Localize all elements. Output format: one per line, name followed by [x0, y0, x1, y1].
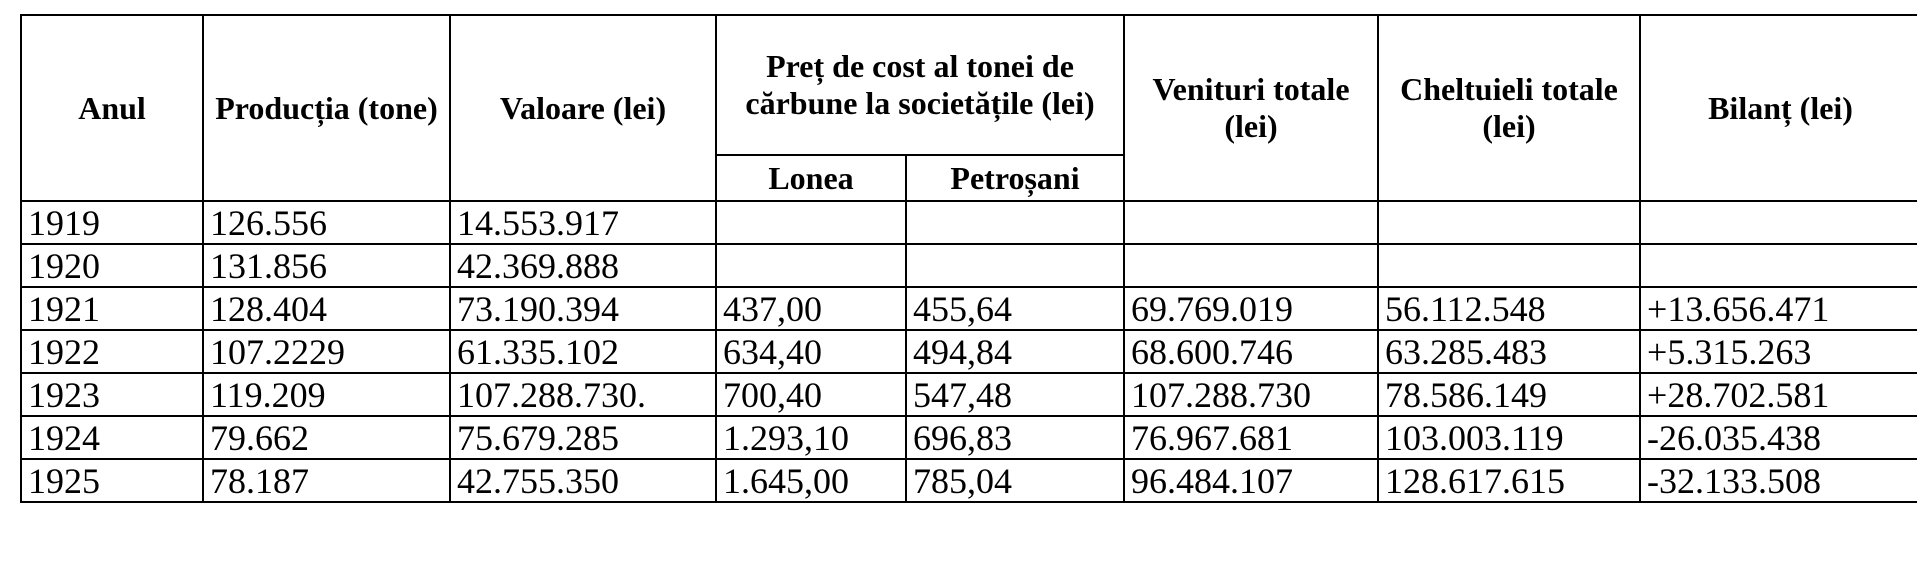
- cell-value: 14.553.917: [449, 200, 717, 245]
- cell-revenue: 96.484.107: [1123, 458, 1380, 503]
- cell-cost-lonea: 437,00: [715, 286, 907, 331]
- header-petrosani: Petroșani: [904, 154, 1126, 202]
- header-production: Producția (tone): [202, 14, 451, 202]
- cell-value: 73.190.394: [449, 286, 717, 331]
- cell-value: 42.755.350: [449, 458, 717, 503]
- cell-year: 1919: [20, 200, 204, 245]
- cell-balance: [1639, 200, 1917, 245]
- cell-value: 107.288.730.: [449, 372, 717, 417]
- cell-value: 42.369.888: [449, 243, 717, 288]
- cell-production: 126.556: [202, 200, 451, 245]
- cell-value: 61.335.102: [449, 329, 717, 374]
- cell-year: 1920: [20, 243, 204, 288]
- table-row: 1923 119.209 107.288.730. 700,40 547,48 …: [20, 372, 1917, 417]
- header-year: Anul: [20, 14, 204, 202]
- header-balance: Bilanț (lei): [1639, 14, 1917, 202]
- cell-production: 119.209: [202, 372, 451, 417]
- cell-revenue: 76.967.681: [1123, 415, 1380, 460]
- cell-balance: +13.656.471: [1639, 286, 1917, 331]
- header-value: Valoare (lei): [449, 14, 717, 202]
- cell-cost-petrosani: 455,64: [904, 286, 1126, 331]
- table-row: 1921 128.404 73.190.394 437,00 455,64 69…: [20, 286, 1917, 331]
- cell-cost-petrosani: 696,83: [904, 415, 1126, 460]
- cell-cost-lonea: 634,40: [715, 329, 907, 374]
- header-revenue: Venituri totale (lei): [1123, 14, 1380, 202]
- cell-expenses: 63.285.483: [1377, 329, 1642, 374]
- cell-year: 1925: [20, 458, 204, 503]
- cell-year: 1922: [20, 329, 204, 374]
- header-expenses: Cheltuieli totale (lei): [1377, 14, 1642, 202]
- cell-expenses: [1377, 200, 1642, 245]
- cell-expenses: 103.003.119: [1377, 415, 1642, 460]
- cell-year: 1924: [20, 415, 204, 460]
- table-row: 1922 107.2229 61.335.102 634,40 494,84 6…: [20, 329, 1917, 374]
- cell-revenue: 68.600.746: [1123, 329, 1380, 374]
- cell-cost-petrosani: 494,84: [904, 329, 1126, 374]
- cell-year: 1923: [20, 372, 204, 417]
- cell-revenue: 69.769.019: [1123, 286, 1380, 331]
- cell-balance: +28.702.581: [1639, 372, 1917, 417]
- cell-cost-lonea: 1.645,00: [715, 458, 907, 503]
- cell-expenses: [1377, 243, 1642, 288]
- cell-balance: -26.035.438: [1639, 415, 1917, 460]
- cell-cost-lonea: [715, 200, 907, 245]
- cell-cost-lonea: 1.293,10: [715, 415, 907, 460]
- cell-value: 75.679.285: [449, 415, 717, 460]
- cell-expenses: 78.586.149: [1377, 372, 1642, 417]
- cell-cost-petrosani: [904, 243, 1126, 288]
- table-row: 1924 79.662 75.679.285 1.293,10 696,83 7…: [20, 415, 1917, 460]
- cell-production: 79.662: [202, 415, 451, 460]
- cell-revenue: [1123, 243, 1380, 288]
- cell-cost-lonea: 700,40: [715, 372, 907, 417]
- cell-production: 128.404: [202, 286, 451, 331]
- header-cost-group: Preț de cost al tonei de cărbune la soci…: [714, 14, 1126, 156]
- coal-production-table: Anul Producția (tone) Valoare (lei) Preț…: [20, 14, 1917, 503]
- table-row: 1919 126.556 14.553.917: [20, 200, 1917, 245]
- cell-production: 131.856: [202, 243, 451, 288]
- cell-year: 1921: [20, 286, 204, 331]
- cell-cost-lonea: [715, 243, 907, 288]
- cell-balance: +5.315.263: [1639, 329, 1917, 374]
- cell-balance: -32.133.508: [1639, 458, 1917, 503]
- cell-cost-petrosani: 785,04: [904, 458, 1126, 503]
- table-row: 1925 78.187 42.755.350 1.645,00 785,04 9…: [20, 458, 1917, 503]
- cell-revenue: [1123, 200, 1380, 245]
- cell-cost-petrosani: 547,48: [904, 372, 1126, 417]
- cell-revenue: 107.288.730: [1123, 372, 1380, 417]
- cell-production: 107.2229: [202, 329, 451, 374]
- table-row: 1920 131.856 42.369.888: [20, 243, 1917, 288]
- cell-cost-petrosani: [904, 200, 1126, 245]
- cell-expenses: 56.112.548: [1377, 286, 1642, 331]
- cell-expenses: 128.617.615: [1377, 458, 1642, 503]
- header-lonea: Lonea: [715, 154, 907, 202]
- cell-balance: [1639, 243, 1917, 288]
- cell-production: 78.187: [202, 458, 451, 503]
